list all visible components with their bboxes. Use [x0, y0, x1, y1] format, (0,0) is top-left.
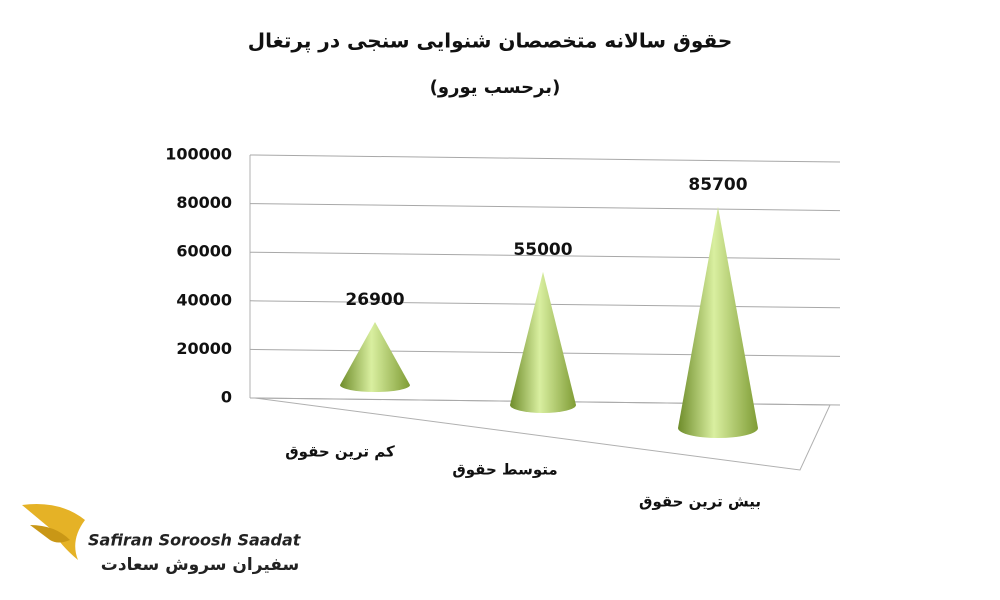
cone	[340, 322, 410, 392]
value-label: 85700	[688, 175, 747, 195]
chart-title: حقوق سالانه متخصصان شنوایی سنجی در پرتغا…	[248, 29, 733, 54]
value-label: 26900	[345, 290, 404, 310]
chart-subtitle: (برحسب یورو)	[430, 77, 561, 98]
grid-line	[249, 251, 841, 260]
logo-wing	[30, 525, 70, 543]
y-tick-label: 0	[221, 388, 232, 407]
x-tick-label: کم ترین حقوق	[285, 443, 395, 461]
value-label: 55000	[513, 240, 572, 260]
logo-text: سفیران سروش سعادت	[101, 555, 299, 575]
x-tick-label: متوسط حقوق	[452, 461, 557, 479]
logo: Safiran Soroosh Saadat سفیران سروش سعادت	[22, 504, 302, 575]
y-tick-label: 40000	[176, 290, 232, 309]
x-tick-label: بیش ترین حقوق	[639, 493, 761, 511]
grid-line	[249, 154, 841, 163]
y-tick-label: 100000	[165, 145, 232, 164]
grid-line	[249, 203, 841, 212]
logo-text: Safiran Soroosh Saadat	[88, 531, 302, 550]
cone	[678, 206, 758, 438]
cone	[510, 271, 576, 413]
y-tick-label: 20000	[176, 339, 232, 358]
y-tick-label: 80000	[176, 193, 232, 212]
y-tick-label: 60000	[176, 242, 232, 261]
